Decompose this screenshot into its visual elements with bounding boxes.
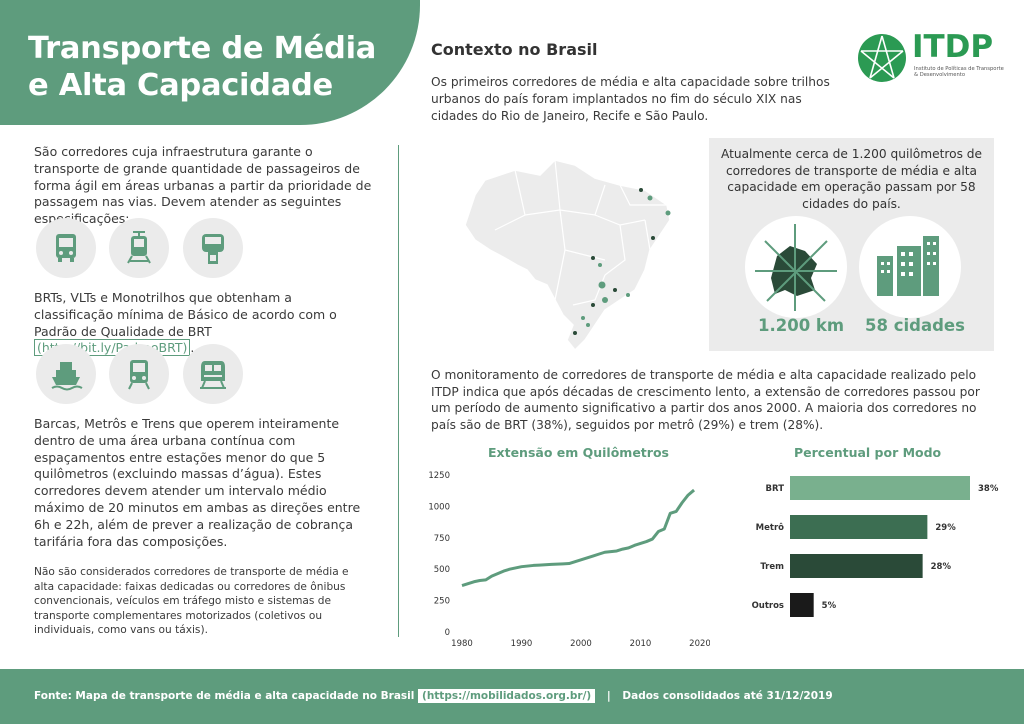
km-network-icon xyxy=(745,216,847,318)
y-tick-label: 750 xyxy=(434,534,450,544)
logo-name: ITDP xyxy=(912,29,994,65)
extension-line-chart: 0 250 500 750 1000 1250 1980 1990 2000 2010 2020 xyxy=(428,471,710,649)
title-line-1: Transporte de Média xyxy=(28,31,376,66)
mode-bar-chart: BRT 38% Metrô 29% Trem 28% Outros 5% xyxy=(752,476,999,617)
monitoring-text: O monitoramento de corredores de transpo… xyxy=(431,368,980,432)
bar-category-label: Outros xyxy=(752,601,784,611)
footer-date: Dados consolidados até 31/12/2019 xyxy=(622,690,833,702)
km-label: 1.200 km xyxy=(758,316,845,335)
bar-chart-title: Percentual por Modo xyxy=(794,445,942,460)
bar-value-label: 38% xyxy=(978,484,999,494)
bar-category-label: Trem xyxy=(760,562,784,572)
bar-3 xyxy=(790,593,814,617)
brazil-map xyxy=(464,159,671,352)
title-banner: Transporte de Média e Alta Capacidade xyxy=(0,0,420,125)
intro-text: São corredores cuja infraestrutura garan… xyxy=(34,144,372,227)
x-tick-label: 1980 xyxy=(451,639,473,649)
bar-0 xyxy=(790,476,970,500)
footer-text: Fonte: Mapa de transporte de média e alt… xyxy=(34,689,833,703)
qualification-end: . xyxy=(190,340,195,356)
stats-text: Atualmente cerca de 1.200 quilômetros de… xyxy=(720,147,983,211)
corridor-city-dots xyxy=(573,188,671,335)
itdp-logo: ITDP Instituto de Políticas de Transport… xyxy=(856,30,1006,90)
context-text: Os primeiros corredores de média e alta … xyxy=(431,75,830,123)
bar-category-label: Metrô xyxy=(756,522,784,533)
bar-value-label: 5% xyxy=(822,601,837,611)
footer: Fonte: Mapa de transporte de média e alt… xyxy=(0,669,1024,724)
rail-text: Barcas, Metrôs e Trens que operem inteir… xyxy=(34,416,361,549)
y-tick-label: 1250 xyxy=(428,471,450,481)
x-tick-label: 1990 xyxy=(511,639,533,649)
logo-subtitle-line-1: Instituto de Políticas de Transporte xyxy=(914,66,1004,72)
mobilidados-link[interactable]: (https://mobilidados.org.br/) xyxy=(418,689,596,703)
tram-icon xyxy=(109,218,169,278)
logo-subtitle-line-2: & Desenvolvimento xyxy=(914,72,965,78)
bar-2 xyxy=(790,554,923,578)
logo-subtitle: Instituto de Políticas de Transporte & D… xyxy=(914,66,1014,78)
title-line-2: e Alta Capacidade xyxy=(28,68,333,103)
monorail-icon xyxy=(183,218,243,278)
excluded-text: Não são considerados corredores de trans… xyxy=(34,566,349,637)
train-icon xyxy=(183,344,243,404)
page-title: Transporte de Média e Alta Capacidade xyxy=(28,30,408,104)
column-divider xyxy=(398,145,399,637)
cities-buildings-icon xyxy=(859,216,961,318)
metro-icon xyxy=(109,344,169,404)
x-tick-label: 2010 xyxy=(630,639,652,649)
y-tick-label: 1000 xyxy=(428,502,450,512)
stats-panel: Atualmente cerca de 1.200 quilômetros de… xyxy=(709,138,994,351)
qualification-body: BRTs, VLTs e Monotrilhos que obtenham a … xyxy=(34,290,337,339)
y-tick-label: 250 xyxy=(434,597,450,607)
bar-value-label: 28% xyxy=(931,562,952,572)
y-tick-label: 500 xyxy=(434,565,450,575)
footer-source: Fonte: Mapa de transporte de média e alt… xyxy=(34,690,415,702)
bar-1 xyxy=(790,515,928,539)
bus-icon xyxy=(36,218,96,278)
footer-separator: | xyxy=(606,690,611,702)
ferry-icon xyxy=(36,344,96,404)
bar-value-label: 29% xyxy=(935,523,956,533)
cities-label: 58 cidades xyxy=(865,316,965,335)
x-tick-label: 2000 xyxy=(570,639,592,649)
extension-series-line xyxy=(461,488,696,587)
context-heading: Contexto no Brasil xyxy=(431,40,598,59)
x-tick-label: 2020 xyxy=(689,639,710,649)
itdp-star-icon xyxy=(858,34,906,82)
y-tick-label: 0 xyxy=(445,628,450,638)
line-chart-title: Extensão em Quilômetros xyxy=(488,445,669,460)
bar-category-label: BRT xyxy=(766,484,785,494)
